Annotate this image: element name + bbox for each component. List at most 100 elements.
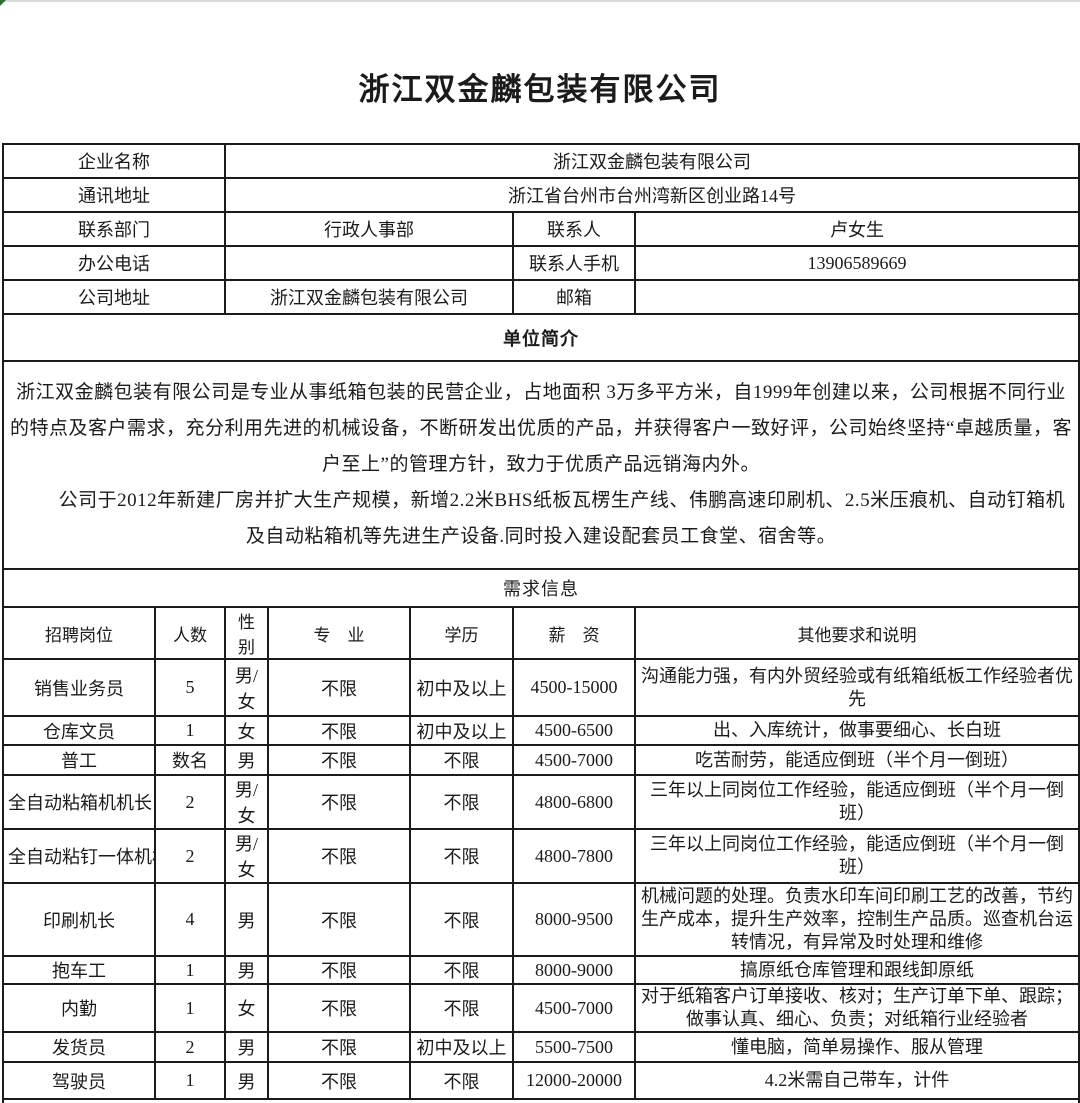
job-row-warehouse-clerk: 仓库文员 1 女 不限 初中及以上 4500-6500 出、入库统计，做事要细心… [2,715,1080,746]
job-row-shipping-clerk: 发货员 2 男 不限 初中及以上 5500-7500 懂电脑，简单易操作、服从管… [2,1031,1080,1063]
cell-gender: 男 [224,1031,269,1063]
welfare-text: 福利待遇：包吃、住。生日福利、保险 [1,1098,1080,1103]
cell-salary: 12000-20000 [512,1061,636,1100]
mobile-phone-value: 13906589669 [633,245,1080,281]
job-row-general-worker: 普工 数名 男 不限 不限 4500-7000 吃苦耐劳，能适应倒班（半个月一倒… [2,744,1080,776]
contact-person-label: 联系人 [512,211,636,247]
cell-position: 全自动粘钉一体机机长 [2,828,156,884]
cell-education: 初中及以上 [409,715,514,746]
cell-gender: 男 [224,744,269,776]
email-value [633,279,1080,315]
office-phone-value [224,245,514,281]
corner-artifact-mark [0,0,6,6]
job-row-sales: 销售业务员 5 男/女 不限 初中及以上 4500-15000 沟通能力强，有内… [2,658,1080,717]
info-row-office-phone: 办公电话 联系人手机 13906589669 [2,245,1080,281]
contact-department-label: 联系部门 [2,211,226,247]
cell-requirements: 对于纸箱客户订单接收、核对；生产订单下单、跟踪；做事认真、细心、负责；对纸箱行业… [633,983,1080,1033]
cell-position: 发货员 [2,1031,156,1063]
cell-education: 不限 [409,744,514,776]
cell-major: 不限 [267,744,411,776]
cell-count: 2 [154,1031,226,1063]
cell-salary: 8000-9000 [512,955,636,985]
col-header-count: 人数 [154,606,226,660]
job-row-forklift-worker: 抱车工 1 男 不限 不限 8000-9000 搞原纸仓库管理和跟线卸原纸 [2,955,1080,985]
cell-requirements: 三年以上同岗位工作经验，能适应倒班（半个月一倒班） [633,828,1080,884]
cell-education: 不限 [409,774,514,830]
cell-count: 1 [154,1061,226,1100]
cell-requirements: 出、入库统计，做事要细心、长白班 [633,715,1080,746]
cell-gender: 男 [224,882,269,957]
cell-position: 抱车工 [2,955,156,985]
job-row-office-clerk: 内勤 1 女 不限 不限 4500-7000 对于纸箱客户订单接收、核对；生产订… [2,983,1080,1033]
cell-position: 仓库文员 [2,715,156,746]
cell-education: 初中及以上 [409,658,514,717]
cell-education: 不限 [409,955,514,985]
demand-heading-row: 需求信息 [1,568,1080,608]
cell-position: 内勤 [2,983,156,1033]
company-address-value: 浙江双金麟包装有限公司 [224,279,514,315]
cell-count: 4 [154,882,226,957]
cell-gender: 男/女 [224,828,269,884]
cell-requirements: 搞原纸仓库管理和跟线卸原纸 [633,955,1080,985]
cell-count: 2 [154,828,226,884]
cell-gender: 女 [224,715,269,746]
cell-requirements: 懂电脑，简单易操作、服从管理 [633,1031,1080,1063]
cell-requirements: 沟通能力强，有内外贸经验或有纸箱纸板工作经验者优先 [633,658,1080,717]
job-row-printing-operator: 印刷机长 4 男 不限 不限 8000-9500 机械问题的处理。负责水印车间印… [2,882,1080,957]
cell-education: 初中及以上 [409,1031,514,1063]
cell-count: 1 [154,983,226,1033]
cell-position: 印刷机长 [2,882,156,957]
mail-address-label: 通讯地址 [2,177,226,213]
cell-salary: 5500-7500 [512,1031,636,1063]
company-table: 企业名称 浙江双金麟包装有限公司 通讯地址 浙江省台州市台州湾新区创业路14号 … [1,143,1080,1103]
cell-position: 销售业务员 [2,658,156,717]
col-header-requirements: 其他要求和说明 [633,606,1080,660]
job-row-box-gluing-operator: 全自动粘箱机机长 2 男/女 不限 不限 4800-6800 三年以上同岗位工作… [2,774,1080,830]
cell-major: 不限 [267,1061,411,1100]
job-row-driver: 驾驶员 1 男 不限 不限 12000-20000 4.2米需自己带车，计件 [2,1061,1080,1100]
cell-count: 数名 [154,744,226,776]
job-row-glue-stitch-machine-operator: 全自动粘钉一体机机长 2 男/女 不限 不限 4800-7800 三年以上同岗位… [2,828,1080,884]
cell-count: 1 [154,955,226,985]
col-header-position: 招聘岗位 [2,606,156,660]
cell-education: 不限 [409,882,514,957]
demand-heading: 需求信息 [1,568,1080,608]
cell-requirements: 机械问题的处理。负责水印车间印刷工艺的改善，节约生产成本，提升生产效率，控制生产… [633,882,1080,957]
cell-gender: 男/女 [224,658,269,717]
col-header-gender: 性别 [224,606,269,660]
info-row-company-name: 企业名称 浙江双金麟包装有限公司 [2,143,1080,179]
cell-requirements: 吃苦耐劳，能适应倒班（半个月一倒班） [633,744,1080,776]
cell-salary: 4500-15000 [512,658,636,717]
col-header-major: 专 业 [267,606,411,660]
cell-salary: 4500-7000 [512,744,636,776]
email-label: 邮箱 [512,279,636,315]
cell-gender: 男 [224,1061,269,1100]
intro-body-row: 浙江双金麟包装有限公司是专业从事纸箱包装的民营企业，占地面积 3万多平方米，自1… [1,360,1080,570]
cell-requirements: 三年以上同岗位工作经验，能适应倒班（半个月一倒班） [633,774,1080,830]
col-header-salary: 薪 资 [512,606,636,660]
page-title: 浙江双金麟包装有限公司 [358,72,722,107]
cell-education: 不限 [409,983,514,1033]
col-header-education: 学历 [409,606,514,660]
cell-salary: 4800-6800 [512,774,636,830]
cell-count: 2 [154,774,226,830]
cell-gender: 女 [224,983,269,1033]
intro-body: 浙江双金麟包装有限公司是专业从事纸箱包装的民营企业，占地面积 3万多平方米，自1… [1,360,1080,570]
cell-major: 不限 [267,882,411,957]
cell-salary: 4500-7000 [512,983,636,1033]
cell-count: 1 [154,715,226,746]
cell-gender: 男 [224,955,269,985]
cell-salary: 8000-9500 [512,882,636,957]
intro-heading: 单位简介 [1,313,1080,362]
cell-salary: 4800-7800 [512,828,636,884]
intro-paragraph-2: 公司于2012年新建厂房并扩大生产规模，新增2.2米BHS纸板瓦楞生产线、伟鹏高… [58,490,1066,547]
cell-position: 全自动粘箱机机长 [2,774,156,830]
cell-major: 不限 [267,774,411,830]
photo-edge [0,0,1080,2]
cell-position: 驾驶员 [2,1061,156,1100]
info-row-company-address: 公司地址 浙江双金麟包装有限公司 邮箱 [2,279,1080,315]
cell-position: 普工 [2,744,156,776]
company-name-label: 企业名称 [2,143,226,179]
cell-major: 不限 [267,658,411,717]
cell-major: 不限 [267,955,411,985]
